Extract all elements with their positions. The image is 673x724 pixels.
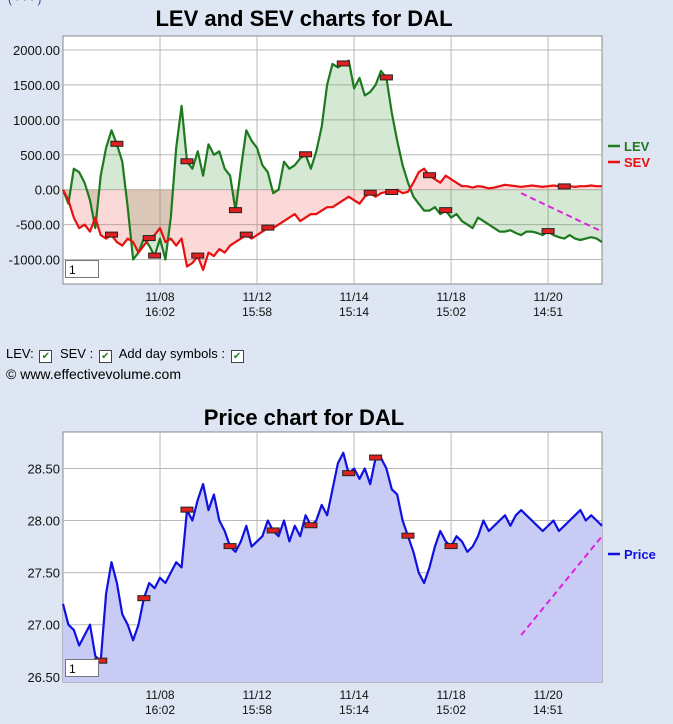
day-marker (137, 595, 151, 602)
x-tick-time: 15:02 (436, 305, 466, 319)
y-tick-label: 27.00 (27, 618, 60, 633)
price-zoom-input[interactable]: 1 (65, 659, 99, 677)
legend-label-lev: LEV (624, 139, 650, 154)
y-tick-label: 27.50 (27, 566, 60, 581)
y-tick-label: -500.00 (16, 218, 60, 233)
day-marker (342, 470, 356, 477)
day-marker (266, 527, 280, 534)
day-symbols-label: Add day symbols : (118, 346, 225, 361)
chart-title-lev-sev: LEV and SEV charts for DAL (155, 6, 452, 31)
day-marker (385, 188, 399, 195)
trendline (520, 535, 603, 636)
x-tick-date: 11/08 (145, 688, 174, 702)
x-tick-date: 11/12 (242, 290, 271, 304)
day-marker (444, 543, 458, 550)
y-tick-label: -1000.00 (9, 253, 60, 268)
x-tick-time: 15:58 (242, 703, 272, 717)
y-tick-label: 1000.00 (13, 113, 60, 128)
sev-checkbox[interactable]: ✔ (98, 350, 112, 363)
y-tick-label: 500.00 (20, 148, 60, 163)
day-marker (557, 183, 571, 190)
day-marker (304, 522, 318, 529)
lev-sev-series (61, 59, 603, 272)
y-tick-label: 0.00 (35, 183, 60, 198)
legend-label-price: Price (624, 547, 656, 562)
day-marker (363, 189, 377, 196)
sev-toggle-label: SEV : (59, 346, 94, 361)
day-marker (239, 231, 253, 238)
x-tick-date: 11/12 (242, 688, 271, 702)
day-marker (261, 224, 275, 231)
series-fill-price (63, 452, 602, 682)
x-tick-date: 11/18 (437, 290, 466, 304)
lev-sev-zoom-input[interactable]: 1 (65, 260, 99, 278)
x-tick-date: 11/20 (534, 688, 563, 702)
x-tick-time: 15:02 (436, 703, 466, 717)
day-marker (110, 140, 124, 147)
day-marker (423, 172, 437, 179)
day-marker (541, 228, 555, 235)
series-fill-sev (63, 168, 602, 270)
x-tick-time: 14:51 (533, 703, 563, 717)
day-marker (439, 207, 453, 214)
day-marker (228, 207, 242, 214)
price-series (61, 451, 603, 682)
day-marker (379, 74, 393, 81)
x-tick-date: 11/08 (145, 290, 174, 304)
day-symbols-checkbox[interactable]: ✔ (230, 350, 244, 363)
lev-sev-axis-ticks: 2000.00 1500.00 1000.00 500.00 0.00 -500.00 -1… (9, 43, 564, 319)
y-tick-label: 1500.00 (13, 78, 60, 93)
day-marker (180, 506, 194, 513)
top-link-fragment[interactable]: ( · · · ) (8, 0, 41, 6)
x-tick-date: 11/20 (534, 290, 563, 304)
lev-sev-grid (63, 36, 602, 284)
x-tick-date: 11/14 (339, 290, 368, 304)
day-marker (180, 158, 194, 165)
day-marker (105, 231, 119, 238)
x-tick-date: 11/14 (339, 688, 368, 702)
x-tick-time: 15:14 (339, 703, 369, 717)
day-marker (142, 235, 156, 242)
x-tick-date: 11/18 (437, 688, 466, 702)
y-tick-label: 28.00 (27, 514, 60, 529)
x-tick-time: 16:02 (145, 703, 175, 717)
day-marker (336, 60, 350, 67)
y-tick-label: 26.50 (27, 670, 60, 685)
lev-toggle-label: LEV: (6, 346, 34, 361)
x-tick-time: 16:02 (145, 305, 175, 319)
day-marker (148, 252, 162, 259)
day-marker (191, 252, 205, 259)
day-marker (299, 151, 313, 158)
x-tick-time: 15:14 (339, 305, 369, 319)
day-marker (369, 454, 383, 461)
copyright-text: © www.effectivevolume.com (6, 366, 182, 382)
series-fill-lev (63, 60, 602, 260)
chart-title-price: Price chart for DAL (204, 405, 405, 430)
price-legend: Price (608, 547, 656, 562)
day-marker (401, 532, 415, 539)
trendline (520, 192, 603, 233)
series-line-price (61, 451, 603, 663)
day-marker (223, 543, 237, 550)
x-tick-time: 15:58 (242, 305, 272, 319)
y-tick-label: 28.50 (27, 461, 60, 476)
y-tick-label: 2000.00 (13, 43, 60, 58)
legend-label-sev: SEV (624, 155, 650, 170)
x-tick-time: 14:51 (533, 305, 563, 319)
series-toggle-controls: LEV: ✔ SEV : ✔ Add day symbols : ✔ (6, 346, 248, 363)
lev-checkbox[interactable]: ✔ (39, 350, 53, 363)
lev-sev-plot-area (62, 35, 603, 285)
